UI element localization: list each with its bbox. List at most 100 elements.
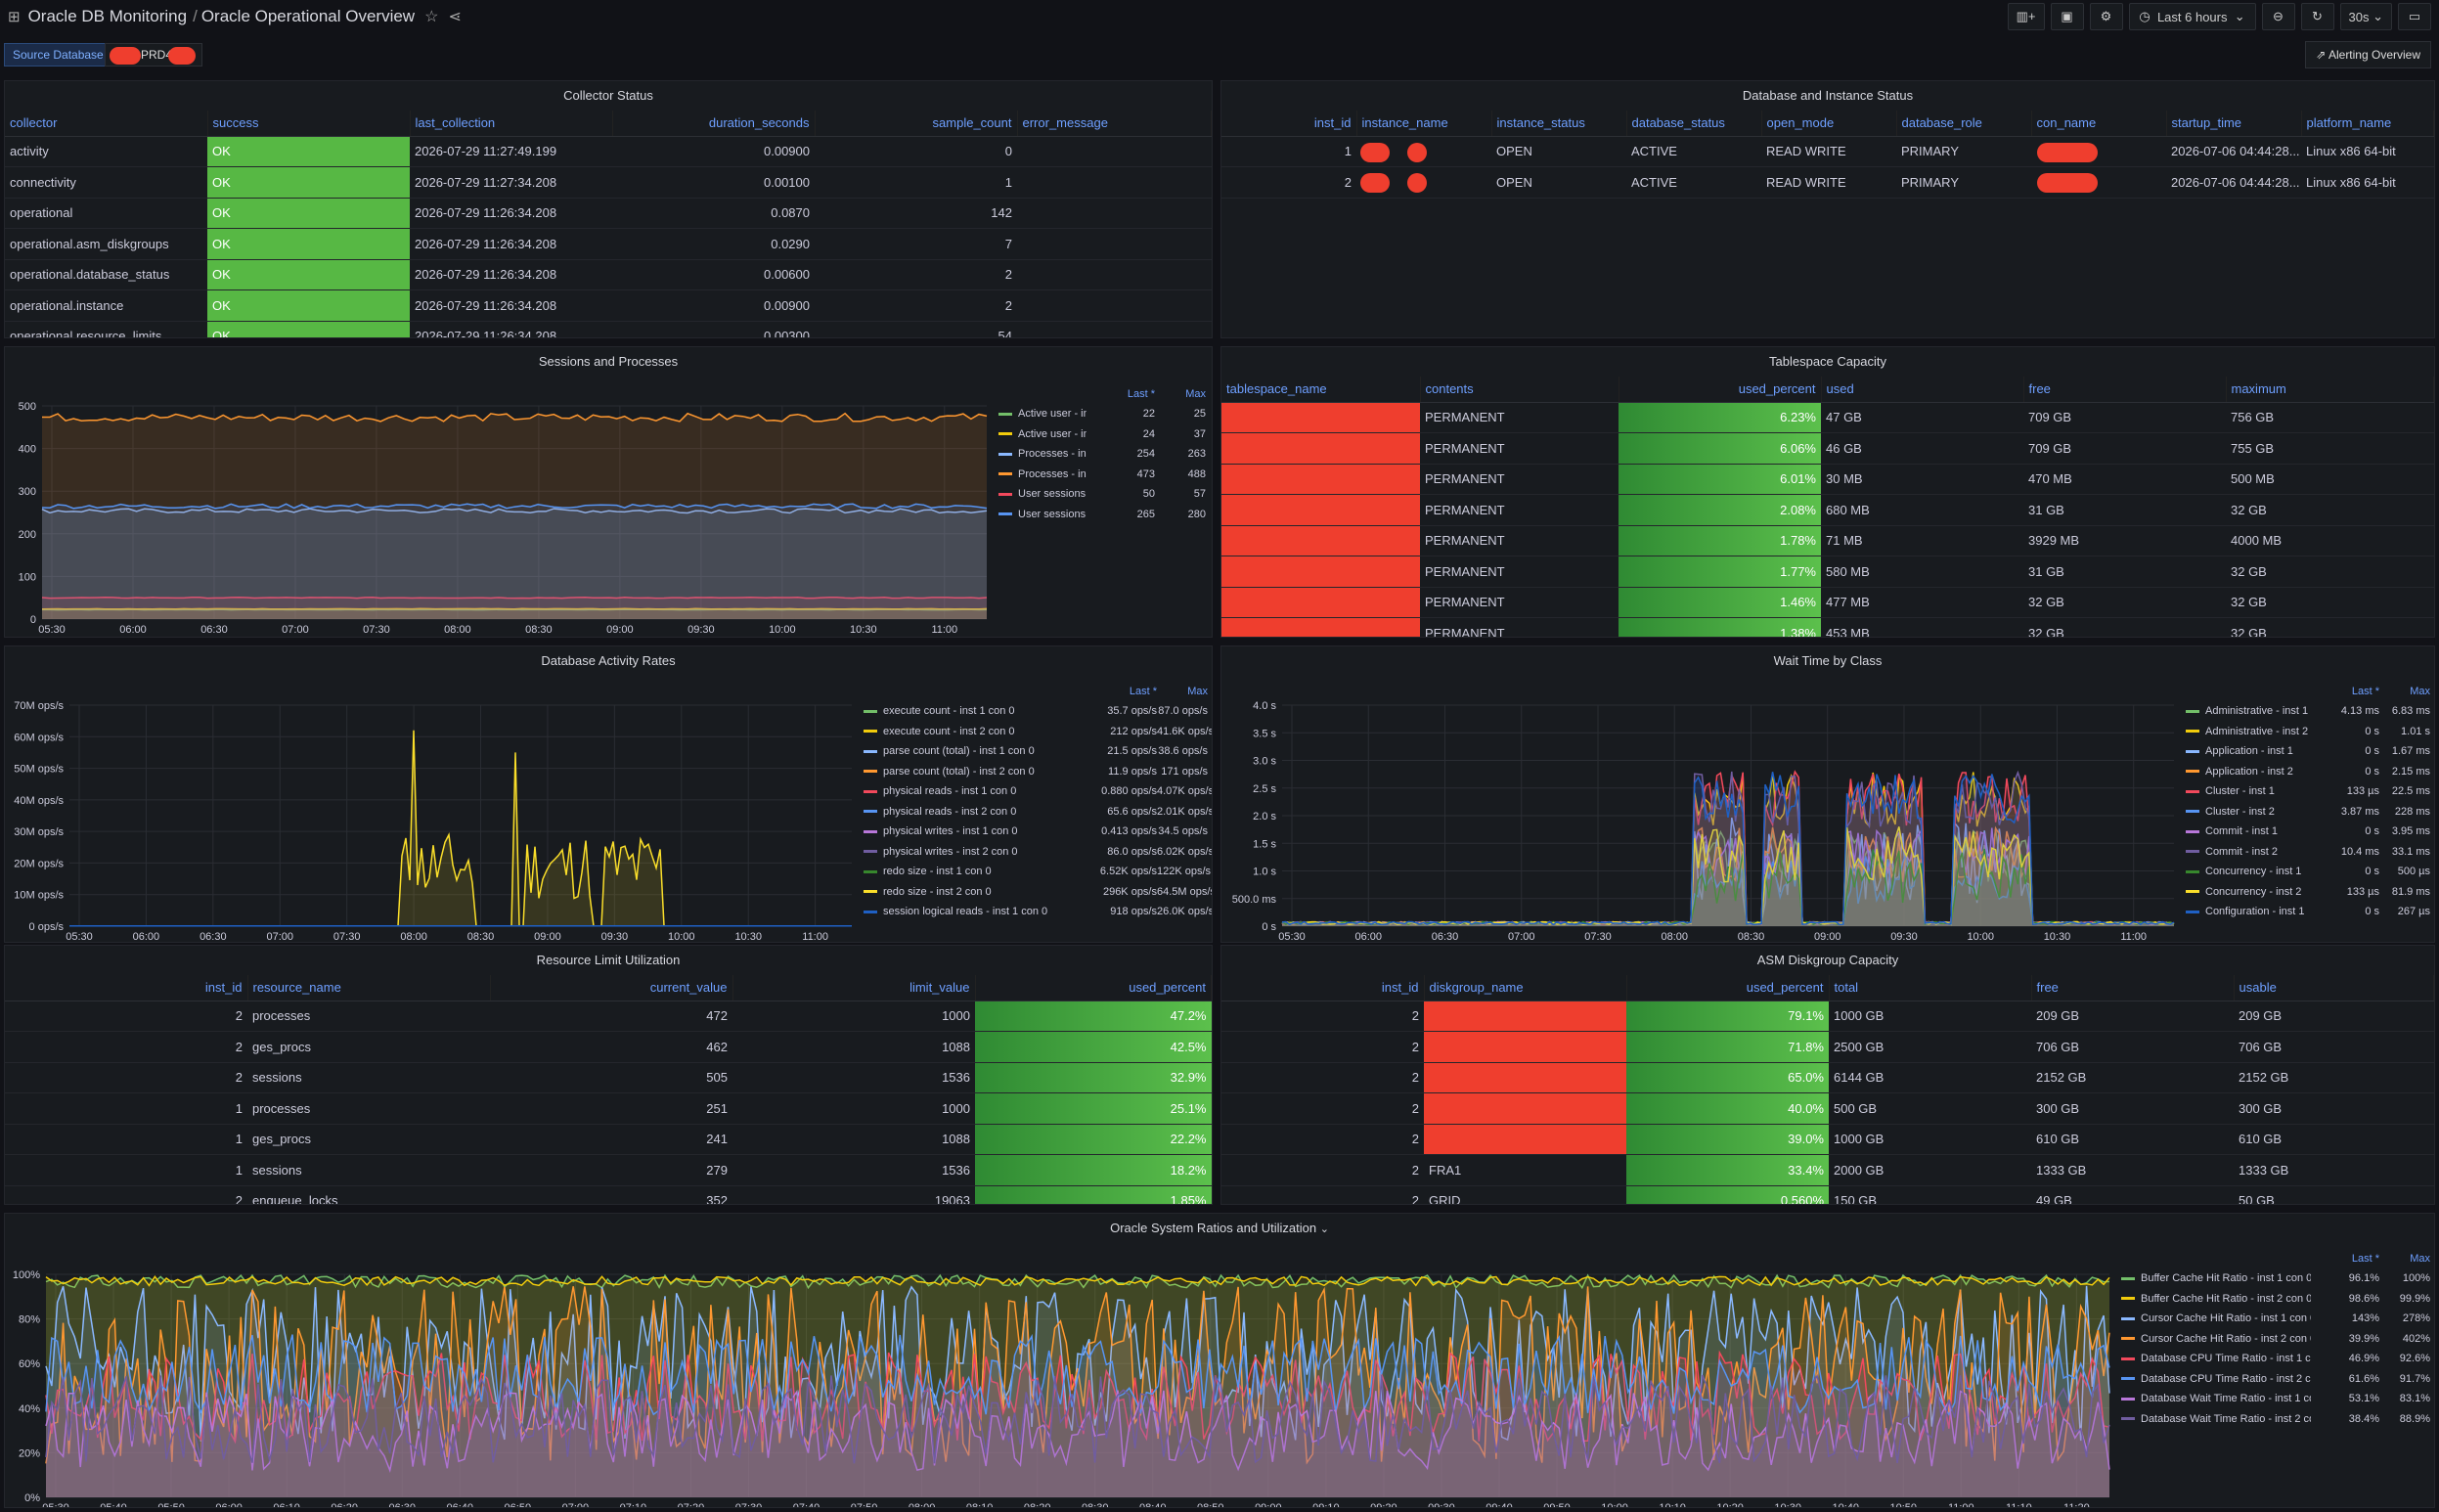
save-button[interactable]: ▣ [2050,3,2084,30]
table-cell: OK [207,228,410,260]
column-header[interactable]: database_role [1896,111,2032,137]
legend-item[interactable]: execute count - inst 1 con 0 35.7 ops/s 87… [864,701,1208,722]
legend-item[interactable]: session logical reads - inst 1 con 0 918 … [864,902,1212,922]
column-header[interactable]: startup_time [2166,111,2302,137]
series-line-4 [45,1350,2110,1445]
column-header[interactable]: limit_value [732,975,976,1001]
legend-last-value: 24 [1142,427,1155,440]
legend-item[interactable]: Administrative - inst 2 0 s 1.01 s [2186,722,2430,742]
legend-item[interactable]: Database Wait Time Ratio - inst 2 con 0 3… [2121,1409,2430,1430]
legend-col-header[interactable]: Last * [2351,1253,2379,1265]
legend-item[interactable]: Processes - inst 1 254 263 [998,444,1206,465]
legend-item[interactable]: Buffer Cache Hit Ratio - inst 1 con 0 96.… [2121,1268,2430,1289]
legend-item[interactable]: User sessions - inst 2 265 280 [998,505,1206,525]
column-header[interactable]: con_name [2031,111,2167,137]
tv-mode-button[interactable]: ▭ [2398,3,2431,30]
legend-item[interactable]: Database CPU Time Ratio - inst 2 con 0 61… [2121,1369,2430,1390]
column-header[interactable]: sample_count [815,111,1018,137]
apps-grid-icon[interactable]: ⊞ [8,9,21,25]
column-header[interactable]: usable [2234,975,2434,1001]
legend-item[interactable]: Application - inst 2 0 s 2.15 ms [2186,762,2430,782]
legend-item[interactable]: User sessions - inst 1 50 57 [998,484,1206,505]
legend-item[interactable]: redo size - inst 2 con 0 296K ops/s 64.5M … [864,882,1212,903]
column-header[interactable]: free [2031,975,2235,1001]
legend-item[interactable]: Database CPU Time Ratio - inst 1 con 0 46… [2121,1349,2430,1369]
column-header[interactable]: free [2023,377,2227,403]
column-header[interactable]: inst_id [1221,111,1357,137]
legend-col-header[interactable]: Max [2410,1253,2430,1265]
series-area [1282,853,2174,926]
legend-item[interactable]: Administrative - inst 1 4.13 ms 6.83 ms [2186,701,2430,722]
legend-item[interactable]: Commit - inst 2 10.4 ms 33.1 ms [2186,842,2430,863]
legend-item[interactable]: Concurrency - inst 1 0 s 500 µs [2186,862,2430,882]
column-header[interactable]: current_value [490,975,733,1001]
refresh-button[interactable]: ↻ [2300,3,2334,30]
legend-item[interactable]: Active user - inst 1 22 25 [998,404,1206,424]
legend-item[interactable]: Cluster - inst 1 133 µs 22.5 ms [2186,781,2430,802]
legend-item[interactable]: parse count (total) - inst 1 con 0 21.5 o… [864,741,1208,762]
column-header[interactable]: last_collection [410,111,613,137]
column-header[interactable]: instance_name [1356,111,1492,137]
column-header[interactable]: total [1829,975,2032,1001]
legend-item[interactable]: Cursor Cache Hit Ratio - inst 1 con 0 143… [2121,1309,2430,1329]
legend-item[interactable]: physical writes - inst 2 con 0 86.0 ops/s… [864,842,1212,863]
legend-item[interactable]: physical reads - inst 2 con 0 65.6 ops/s 2… [864,802,1212,823]
legend-item[interactable]: Commit - inst 1 0 s 3.95 ms [2186,822,2430,842]
legend-col-header[interactable]: Last * [1127,388,1155,400]
tablespace-capacity-panel: Tablespace Capacity tablespace_name conte… [1220,346,2435,638]
legend-item[interactable]: parse count (total) - inst 2 con 0 11.9 o… [864,762,1208,782]
legend-item[interactable]: Concurrency - inst 2 133 µs 81.9 ms [2186,882,2430,903]
table-cell [1017,259,1212,290]
breadcrumb-folder[interactable]: Oracle DB Monitoring [27,7,188,25]
legend-last-value: 296K ops/s [1102,885,1157,898]
legend-item[interactable]: Buffer Cache Hit Ratio - inst 2 con 0 98.… [2121,1289,2430,1310]
column-header[interactable]: error_message [1017,111,1212,137]
column-header[interactable]: resource_name [247,975,491,1001]
share-icon[interactable]: ⋖ [448,9,462,25]
star-icon[interactable]: ☆ [424,9,439,25]
column-header[interactable]: used_percent [1619,377,1822,403]
settings-button[interactable]: ⚙ [2089,3,2123,30]
add-panel-button[interactable]: ▥+ [2007,3,2045,30]
legend-col-header[interactable]: Last * [2351,686,2379,697]
column-header[interactable]: used_percent [1626,975,1830,1001]
legend-item[interactable]: execute count - inst 2 con 0 212 ops/s 41.… [864,722,1212,742]
legend-last-value: 61.6% [2348,1372,2379,1385]
legend-item[interactable]: physical writes - inst 1 con 0 0.413 ops/… [864,822,1208,842]
legend-series-name: Cursor Cache Hit Ratio - inst 1 con 0 [2141,1312,2311,1325]
time-picker[interactable]: ◷ Last 6 hours ⌄ [2128,3,2256,30]
column-header[interactable]: database_status [1626,111,1762,137]
column-header[interactable]: inst_id [5,975,248,1001]
alerting-overview-link[interactable]: ⇗ Alerting Overview [2305,41,2431,68]
legend-col-header[interactable]: Max [1187,686,1208,697]
refresh-interval-picker[interactable]: 30s ⌄ [2339,3,2392,30]
column-header[interactable]: used [1821,377,2024,403]
column-header[interactable]: used_percent [975,975,1212,1001]
column-header[interactable]: duration_seconds [612,111,816,137]
panel-title[interactable]: Oracle System Ratios and Utilization ⌄ [5,1214,2434,1243]
legend-item[interactable]: Cursor Cache Hit Ratio - inst 2 con 0 39.… [2121,1329,2430,1350]
zoom-out-button[interactable]: ⊖ [2261,3,2295,30]
legend-item[interactable]: Database Wait Time Ratio - inst 1 con 0 5… [2121,1389,2430,1409]
legend-item[interactable]: Processes - inst 2 473 488 [998,465,1206,485]
legend-col-header[interactable]: Max [1185,388,1206,400]
column-header[interactable]: open_mode [1761,111,1897,137]
column-header[interactable]: platform_name [2301,111,2434,137]
legend-item[interactable]: Application - inst 1 0 s 1.67 ms [2186,741,2430,762]
column-header[interactable]: maximum [2226,377,2434,403]
legend-item[interactable]: Cluster - inst 2 3.87 ms 228 ms [2186,802,2430,823]
column-header[interactable]: contents [1420,377,1619,403]
legend-item[interactable]: redo size - inst 1 con 0 6.52K ops/s 122K … [864,862,1211,882]
column-header[interactable]: diskgroup_name [1424,975,1627,1001]
legend-col-header[interactable]: Max [2410,686,2430,697]
column-header[interactable]: inst_id [1221,975,1425,1001]
column-header[interactable]: tablespace_name [1221,377,1421,403]
dashboard-title[interactable]: Oracle Operational Overview [200,7,416,25]
column-header[interactable]: instance_status [1491,111,1627,137]
legend-item[interactable]: Active user - inst 2 24 37 [998,424,1206,445]
column-header[interactable]: success [207,111,411,137]
legend-item[interactable]: Configuration - inst 1 0 s 267 µs [2186,902,2430,922]
column-header[interactable]: collector [5,111,208,137]
legend-item[interactable]: physical reads - inst 1 con 0 0.880 ops/s… [864,781,1212,802]
legend-col-header[interactable]: Last * [1129,686,1157,697]
